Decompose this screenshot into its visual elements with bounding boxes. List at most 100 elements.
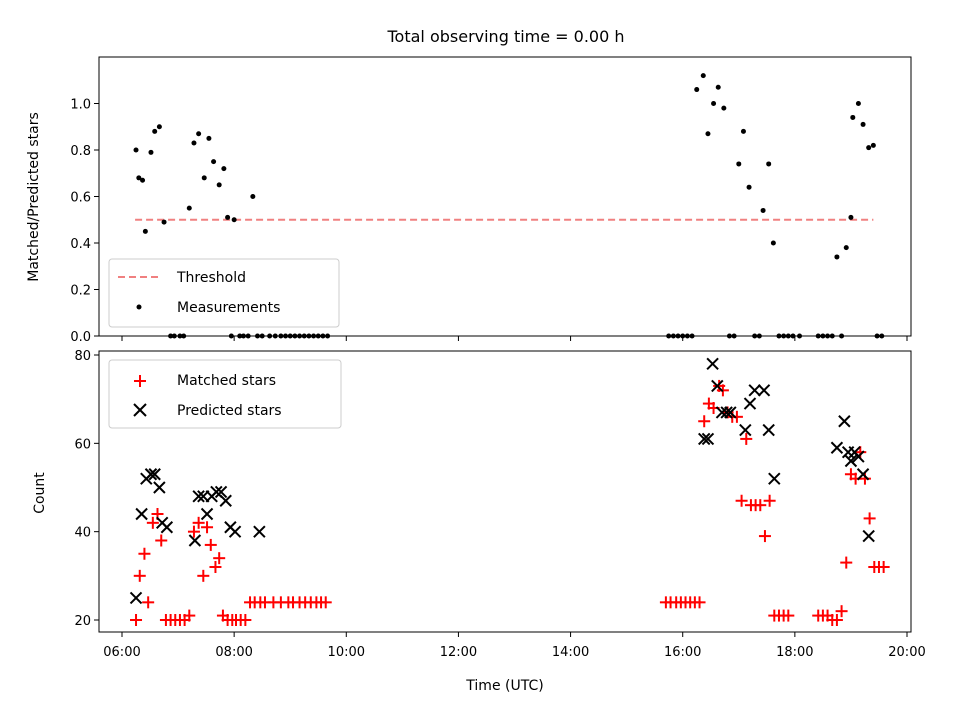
predicted-star-point	[219, 494, 232, 507]
measurement-point	[721, 105, 727, 111]
predicted-star-point	[701, 432, 715, 446]
matched-star-point	[754, 499, 767, 512]
count-y-tick-label: 40	[74, 526, 91, 541]
predicted-star-point	[852, 450, 865, 463]
predicted-star-point	[698, 432, 711, 446]
measurement-point	[250, 194, 256, 199]
predicted-star-point	[762, 423, 775, 437]
measurement-point	[196, 131, 202, 137]
matched-star-point	[133, 569, 146, 582]
ratio-y-ticks: 0.0 0.2 0.4 0.6 0.8 1.0	[70, 98, 99, 345]
measurement-point	[860, 121, 866, 127]
measurement-point	[736, 161, 742, 167]
legend-predicted-label: Predicted stars	[177, 403, 282, 419]
count-x-tick-label: 08:00	[215, 645, 252, 660]
predicted-star-point	[844, 454, 858, 468]
measurement-point	[740, 128, 746, 134]
predicted-star-point	[228, 525, 242, 538]
ratio-y-tick-label: 1.0	[70, 98, 91, 113]
predicted-star-point	[148, 468, 161, 481]
matched-star-point	[863, 512, 876, 525]
measurement-point	[855, 101, 861, 106]
predicted-star-point	[757, 384, 771, 397]
ratio-y-tick-label: 0.8	[70, 144, 91, 159]
matched-star-point	[763, 494, 776, 507]
count-x-tick-label: 10:00	[328, 645, 365, 660]
matched-star-point	[197, 569, 210, 582]
predicted-star-point	[748, 384, 761, 397]
predicted-star-point	[739, 423, 752, 437]
measurement-point	[161, 219, 167, 225]
ratio-x-ticks	[121, 336, 908, 341]
predicted-star-point	[253, 525, 266, 538]
matched-star-point	[201, 521, 214, 534]
x-axis-label: Time (UTC)	[465, 678, 543, 694]
measurement-point	[700, 73, 706, 79]
measurement-point	[201, 175, 207, 181]
measurement-point	[191, 140, 197, 146]
legend-threshold-label: Threshold	[176, 270, 246, 286]
ratio-panel: 0.0 0.2 0.4 0.6 0.8 1.0 Matched/Predicted sta…	[26, 56, 912, 345]
measurement-point	[746, 184, 752, 190]
predicted-star-point	[720, 406, 733, 419]
matched-star-point	[854, 446, 867, 459]
predicted-star-point	[153, 481, 166, 494]
matched-star-point	[693, 596, 706, 609]
matched-star-point	[130, 614, 143, 626]
count-y-ticks: 20 40 60 80	[74, 349, 99, 629]
count-y-tick-label: 60	[74, 437, 91, 452]
matched-star-point	[730, 410, 743, 423]
predicted-star-point	[724, 406, 737, 419]
matched-star-point	[830, 614, 843, 626]
count-y-tick-label: 80	[74, 349, 91, 364]
measurement-point	[715, 84, 721, 90]
matched-star-point	[183, 609, 196, 622]
count-x-ticks: 06:00 08:00 10:00 12:00 14:00 16:00 18:00 20:00	[103, 632, 926, 660]
predicted-star-point	[838, 415, 851, 428]
predicted-star-point	[743, 397, 757, 410]
measurement-point	[770, 240, 776, 246]
predicted-star-point	[862, 529, 875, 543]
measurement-point	[142, 228, 148, 234]
ratio-legend: Threshold Measurements	[108, 258, 340, 328]
measurement-point	[850, 114, 856, 120]
measurement-point	[133, 147, 139, 153]
matched-star-point	[209, 561, 222, 573]
ratio-y-tick-label: 0.4	[70, 237, 91, 252]
measurement-point	[136, 175, 142, 181]
measurement-point	[140, 177, 146, 183]
measurement-point	[711, 101, 717, 106]
count-x-tick-label: 14:00	[552, 645, 589, 660]
predicted-star-point	[200, 507, 214, 521]
count-panel: 20 40 60 80 06:00 08:00 10:00 12:00 14:00 16:00 1…	[32, 349, 926, 694]
predicted-star-point	[830, 441, 844, 454]
measurement-point	[766, 161, 772, 167]
matched-star-point	[138, 547, 151, 560]
figure-title: Total observing time = 0.00 h	[386, 27, 624, 46]
legend-measurements-swatch	[136, 304, 142, 310]
matched-star-point	[840, 556, 853, 569]
measurement-point	[211, 159, 217, 165]
matched-star-point	[155, 534, 168, 547]
measurement-point	[225, 214, 231, 220]
count-x-tick-label: 12:00	[440, 645, 477, 660]
matched-star-point	[213, 552, 226, 565]
count-y-tick-label: 20	[74, 614, 91, 629]
ratio-y-tick-label: 0.2	[70, 284, 91, 299]
ratio-axes-frame	[98, 56, 912, 337]
count-x-tick-label: 06:00	[103, 645, 140, 660]
measurement-point	[760, 207, 766, 213]
matched-star-point	[204, 538, 217, 551]
matched-star-point	[142, 596, 155, 609]
predicted-star-point	[188, 534, 202, 547]
measurement-point	[152, 128, 158, 134]
predicted-star-point	[768, 472, 781, 485]
measurement-point	[843, 245, 849, 251]
ratio-y-tick-label: 0.6	[70, 191, 91, 206]
matched-star-point	[735, 494, 748, 507]
measurement-point	[694, 87, 700, 93]
measurement-point	[156, 124, 162, 130]
ratio-y-axis-label: Matched/Predicted stars	[26, 112, 42, 282]
legend-matched-label: Matched stars	[177, 373, 276, 389]
